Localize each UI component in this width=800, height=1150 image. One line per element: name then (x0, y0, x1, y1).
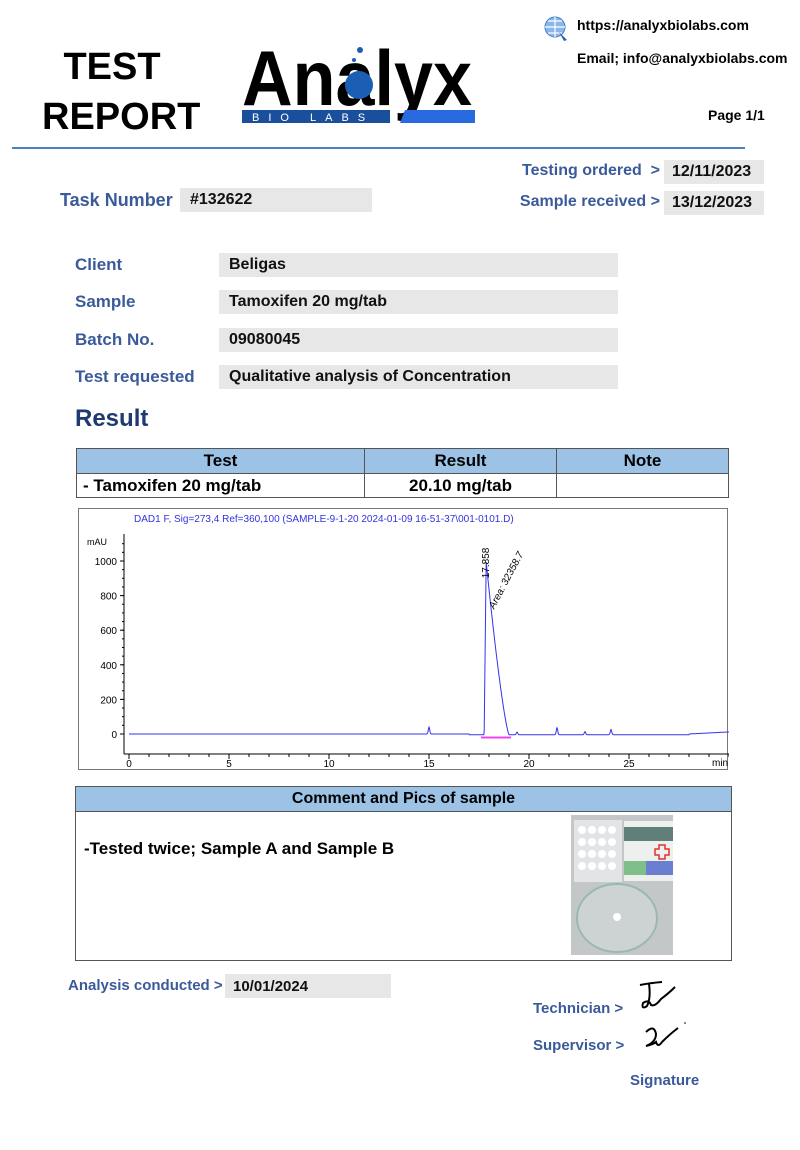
col-note: Note (556, 448, 729, 474)
x-tick-label: 15 (423, 759, 435, 770)
technician-signature (639, 981, 676, 1009)
analysis-conducted-value: 10/01/2024 (225, 974, 391, 998)
analysis-conducted-label: Analysis conducted > (68, 977, 223, 994)
chromatogram: DAD1 F, Sig=273,4 Ref=360,100 (SAMPLE-9-… (78, 508, 730, 770)
batch-label: Batch No. (75, 330, 155, 349)
svg-text:BIO LABS: BIO LABS (252, 112, 374, 124)
peak-rt-label: 17.858 (481, 547, 492, 578)
client-label: Client (75, 255, 123, 274)
table-row: - Tamoxifen 20 mg/tab 20.10 mg/tab (76, 473, 729, 498)
x-tick-label: 10 (323, 759, 335, 770)
title-line1: TEST (63, 46, 161, 88)
comment-text: -Tested twice; Sample A and Sample B (84, 839, 395, 858)
page-number: Page 1/1 (708, 107, 765, 123)
test-requested-label: Test requested (75, 367, 195, 386)
y-axis-label: mAU (87, 537, 107, 547)
y-tick-label: 600 (100, 626, 117, 637)
sample-label: Sample (75, 292, 136, 311)
col-test: Test (76, 448, 365, 474)
cell-note (556, 473, 729, 498)
task-number-value: #132622 (180, 188, 372, 212)
sample-received-label: Sample received > (519, 193, 660, 210)
logo-graphic: Analyx BIO LABS (242, 34, 475, 124)
x-tick-label: 0 (126, 759, 132, 770)
report-title: TEST REPORT (42, 42, 201, 142)
technician-label: Technician > (533, 1000, 624, 1017)
supervisor-label: Supervisor > (533, 1037, 625, 1054)
globe-click-icon (543, 14, 569, 49)
client-value: Beligas (219, 253, 618, 277)
result-table: Test Result Note - Tamoxifen 20 mg/tab 2… (76, 448, 729, 498)
test-requested-value: Qualitative analysis of Concentration (219, 365, 618, 389)
testing-ordered-value: 12/11/2023 (664, 160, 764, 184)
y-tick-label: 400 (100, 661, 117, 672)
comment-heading: Comment and Pics of sample (76, 787, 731, 812)
comment-box: Comment and Pics of sample -Tested twice… (75, 786, 732, 961)
cell-test: - Tamoxifen 20 mg/tab (76, 473, 365, 498)
logo: Analyx BIO LABS (240, 30, 480, 125)
header-divider (12, 147, 745, 149)
sample-value: Tamoxifen 20 mg/tab (219, 290, 618, 314)
sample-photo (571, 815, 673, 955)
testing-ordered-label: Testing ordered > (522, 162, 660, 179)
y-tick-label: 800 (100, 592, 117, 603)
y-tick-label: 0 (111, 730, 117, 741)
y-tick-label: 200 (100, 695, 117, 706)
result-heading: Result (75, 405, 149, 432)
chart-title: DAD1 F, Sig=273,4 Ref=360,100 (SAMPLE-9-… (134, 514, 514, 525)
col-result: Result (364, 448, 557, 474)
y-tick-label: 1000 (95, 557, 118, 568)
sample-received-value: 13/12/2023 (664, 191, 764, 215)
batch-value: 09080045 (219, 328, 618, 352)
title-line2: REPORT (42, 96, 201, 138)
peak-area-label: Area: 32358.7 (487, 550, 527, 612)
cell-result: 20.10 mg/tab (364, 473, 557, 498)
task-number-label: Task Number (60, 190, 173, 210)
supervisor-signature (645, 1022, 686, 1047)
x-tick-label: 5 (226, 759, 232, 770)
chromatogram-trace (129, 562, 729, 736)
table-header: Test Result Note (76, 448, 729, 474)
website-link[interactable]: https://analyxbiolabs.com (577, 17, 749, 33)
x-tick-label: 20 (523, 759, 535, 770)
x-axis-label: min (712, 758, 728, 769)
chromatogram-svg: DAD1 F, Sig=273,4 Ref=360,100 (SAMPLE-9-… (87, 514, 730, 770)
email-link[interactable]: Email; info@analyxbiolabs.com (577, 50, 788, 66)
x-tick-label: 25 (623, 759, 635, 770)
signature-label: Signature (630, 1072, 700, 1089)
